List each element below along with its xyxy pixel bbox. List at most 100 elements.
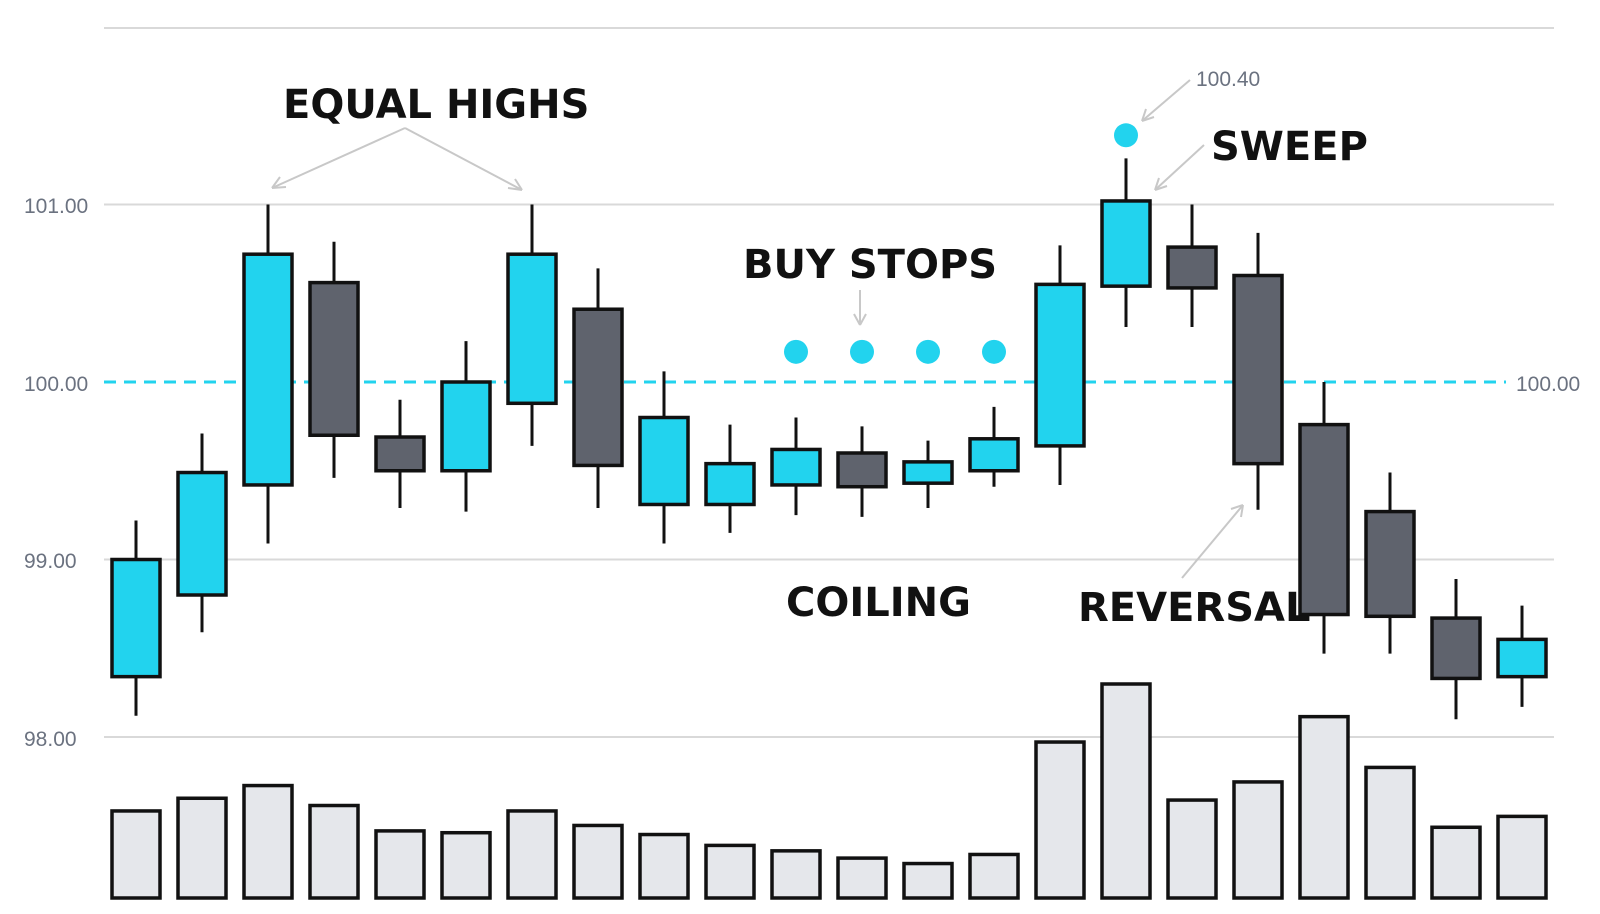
volume-bar bbox=[1232, 780, 1284, 900]
equal-highs-arrow-left bbox=[271, 127, 406, 189]
candle bbox=[770, 417, 822, 516]
y-tick-label: 100.00 bbox=[24, 373, 88, 396]
reversal-label: REVERSAL bbox=[1078, 585, 1310, 631]
annotation-labels: EQUAL HIGHS BUY STOPS COILING SWEEP REVE… bbox=[283, 68, 1368, 631]
volume-bar bbox=[704, 843, 756, 900]
liquidity-dot bbox=[1048, 339, 1072, 364]
candle bbox=[572, 268, 624, 509]
candle-body bbox=[506, 252, 558, 406]
volume-layer bbox=[110, 682, 1548, 900]
sweep-arrow bbox=[1154, 144, 1205, 191]
candle bbox=[1100, 158, 1152, 327]
candle-body bbox=[242, 252, 294, 487]
candle bbox=[308, 241, 360, 478]
volume-bar bbox=[308, 803, 360, 900]
candle-body bbox=[1430, 616, 1482, 681]
volume-bar bbox=[374, 829, 426, 900]
candle-body bbox=[176, 470, 228, 597]
volume-bar bbox=[638, 832, 690, 900]
candle-body bbox=[902, 460, 954, 485]
candle bbox=[836, 426, 888, 517]
sweep-arrowhead bbox=[1154, 177, 1168, 191]
y-tick-label: 98.00 bbox=[24, 728, 77, 751]
sweep-price-arrow bbox=[1141, 79, 1191, 122]
candle-body bbox=[1034, 282, 1086, 448]
candle-body bbox=[770, 447, 822, 487]
candle bbox=[374, 399, 426, 509]
equal-highs-arrow-right bbox=[404, 127, 523, 191]
equal-highs-arrowhead-left bbox=[271, 176, 287, 189]
volume-bar bbox=[242, 783, 294, 900]
volume-bar bbox=[968, 852, 1020, 900]
buy-stops-arrowhead bbox=[853, 313, 867, 326]
candle-body bbox=[374, 435, 426, 473]
reversal-arrow bbox=[1181, 504, 1244, 579]
liquidity-dot bbox=[982, 339, 1006, 364]
annotation-arrows bbox=[271, 79, 1244, 579]
equal-highs-label: EQUAL HIGHS bbox=[283, 82, 589, 128]
sweep-price-label: 100.40 bbox=[1196, 68, 1260, 91]
candle-layer bbox=[110, 158, 1548, 720]
candle bbox=[1430, 579, 1482, 720]
candle bbox=[1298, 382, 1350, 654]
candle-body bbox=[1232, 273, 1284, 466]
volume-bar bbox=[770, 849, 822, 900]
candle bbox=[176, 433, 228, 633]
volume-bar bbox=[1100, 682, 1152, 900]
equal-highs-arrowhead-right bbox=[507, 178, 523, 191]
volume-bar bbox=[836, 856, 888, 900]
liquidity-dot bbox=[784, 339, 808, 364]
volume-bar bbox=[1496, 814, 1548, 900]
volume-bar bbox=[176, 796, 228, 900]
sweep-price-arrowhead bbox=[1141, 108, 1155, 122]
reversal-arrowhead bbox=[1230, 504, 1244, 518]
candle-body bbox=[1496, 637, 1548, 679]
volume-bar bbox=[1034, 740, 1086, 900]
candle bbox=[1232, 232, 1284, 510]
volume-bar bbox=[572, 823, 624, 900]
reference-line-label: 100.00 bbox=[1516, 373, 1580, 396]
candle bbox=[1364, 472, 1416, 654]
candle-body bbox=[572, 307, 624, 468]
volume-bar bbox=[110, 809, 162, 900]
liquidity-dot bbox=[916, 339, 940, 364]
candle-body bbox=[638, 415, 690, 507]
volume-bar bbox=[440, 830, 492, 900]
candle bbox=[1166, 204, 1218, 327]
candle-body bbox=[308, 280, 360, 437]
candle-body bbox=[704, 461, 756, 507]
y-tick-label: 101.00 bbox=[24, 195, 88, 218]
y-axis-ticks: 98.00 99.00 100.00 101.00 100.00 bbox=[24, 195, 1580, 751]
candle-body bbox=[1100, 199, 1152, 288]
volume-bar bbox=[1166, 798, 1218, 900]
sweep-label: SWEEP bbox=[1211, 124, 1368, 170]
candle bbox=[968, 406, 1020, 487]
buy-stops-label: BUY STOPS bbox=[743, 242, 997, 288]
candle bbox=[1496, 605, 1548, 707]
candle bbox=[506, 204, 558, 446]
candle bbox=[440, 341, 492, 512]
liquidity-dot bbox=[1114, 123, 1138, 148]
volume-bar bbox=[902, 861, 954, 900]
volume-bar bbox=[1364, 765, 1416, 900]
candle-body bbox=[836, 451, 888, 489]
candle bbox=[1034, 245, 1086, 485]
liquidity-dot bbox=[850, 339, 874, 364]
candle-body bbox=[1298, 422, 1350, 617]
candle-body bbox=[110, 557, 162, 679]
volume-bar bbox=[506, 809, 558, 900]
candle bbox=[638, 371, 690, 544]
candle bbox=[704, 424, 756, 533]
candle bbox=[902, 440, 954, 509]
candle-body bbox=[440, 380, 492, 473]
candle-body bbox=[1364, 509, 1416, 619]
volume-bar bbox=[1298, 714, 1350, 900]
candle-body bbox=[968, 437, 1020, 473]
candle-body bbox=[1166, 245, 1218, 290]
coiling-label: COILING bbox=[786, 580, 971, 626]
y-tick-label: 99.00 bbox=[24, 550, 77, 573]
candle bbox=[110, 520, 162, 716]
marker-layer bbox=[784, 123, 1138, 364]
